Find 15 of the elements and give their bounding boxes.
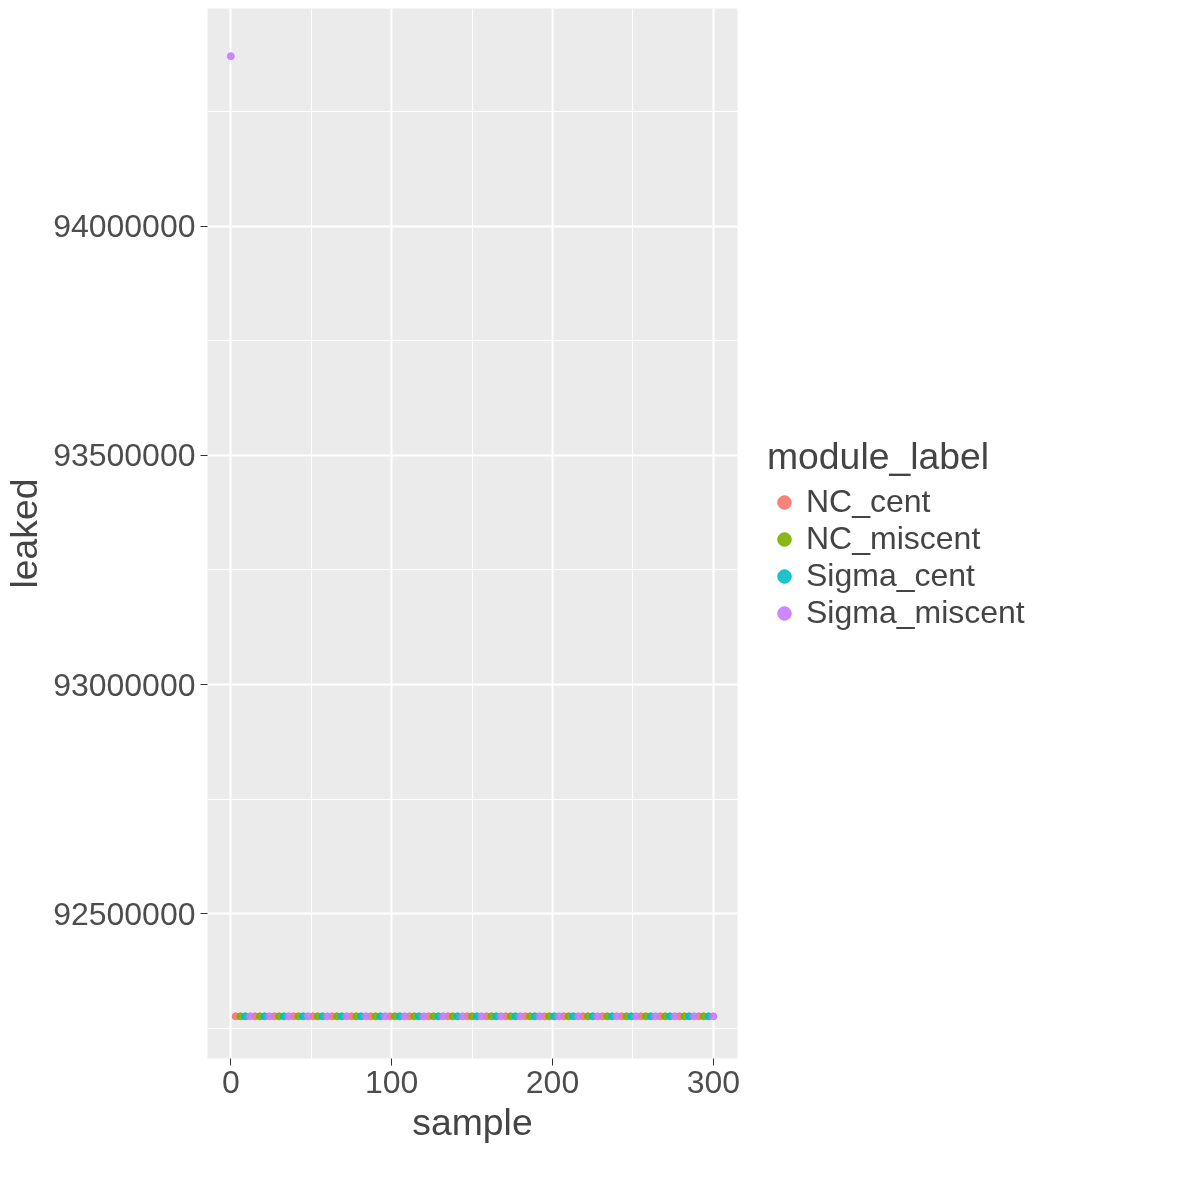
x-axis-title: sample [412,1100,533,1143]
x-tick-label: 300 [686,1063,741,1100]
y-tick-label: 93500000 [53,437,196,474]
legend-title: module_label [767,435,991,478]
y-tick-label: 92500000 [53,895,196,932]
legend-label: Sigma_miscent [806,594,1025,631]
x-tick-label: 100 [364,1063,419,1100]
x-tick-label: 0 [221,1063,240,1100]
legend-label: Sigma_cent [806,557,975,594]
y-tick-label: 93000000 [53,666,196,703]
y-axis-title: leaked [3,478,46,589]
legend-label: NC_cent [806,483,931,520]
legend-label: NC_miscent [806,520,981,557]
y-tick-label: 94000000 [53,208,196,245]
x-tick-label: 200 [525,1063,580,1100]
